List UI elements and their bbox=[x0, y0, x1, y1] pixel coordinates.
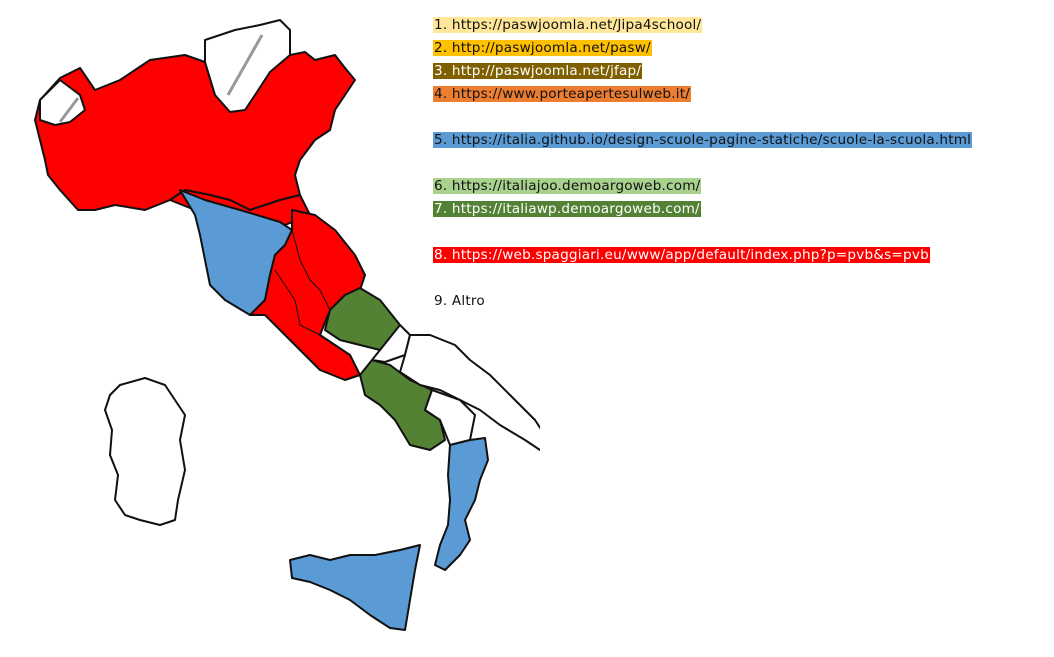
legend-link-2[interactable]: 2. http://paswjoomla.net/pasw/ bbox=[433, 40, 652, 56]
legend-link-4[interactable]: 4. https://www.porteapertesulweb.it/ bbox=[433, 86, 692, 102]
legend-item-6: 6. https://italiajoo.demoargoweb.com/ bbox=[433, 175, 972, 198]
region-campania bbox=[359, 359, 446, 451]
legend-item-3: 3. http://paswjoomla.net/jfap/ bbox=[433, 60, 972, 83]
region-center bbox=[249, 209, 366, 381]
legend-gap bbox=[433, 106, 972, 129]
region-north bbox=[34, 51, 356, 211]
legend-item-5: 5. https://italia.github.io/design-scuol… bbox=[433, 129, 973, 152]
legend-link-7[interactable]: 7. https://italiawp.demoargoweb.com/ bbox=[433, 201, 701, 217]
legend-item-4: 4. https://www.porteapertesulweb.it/ bbox=[433, 83, 972, 106]
legend-item-1: 1. https://paswjoomla.net/Jipa4school/ bbox=[433, 14, 972, 37]
legend-item-8: 8. https://web.spaggiari.eu/www/app/defa… bbox=[433, 244, 972, 267]
legend-gap bbox=[433, 152, 972, 175]
legend-link-6[interactable]: 6. https://italiajoo.demoargoweb.com/ bbox=[433, 178, 702, 194]
legend-link-1[interactable]: 1. https://paswjoomla.net/Jipa4school/ bbox=[433, 17, 703, 33]
region-sicilia bbox=[289, 544, 421, 631]
legend-text-9: 9. Altro bbox=[434, 293, 485, 309]
region-sardegna bbox=[104, 377, 186, 526]
legend-link-5[interactable]: 5. https://italia.github.io/design-scuol… bbox=[433, 132, 973, 148]
italy-regions-map bbox=[34, 19, 540, 631]
region-puglia bbox=[399, 334, 540, 451]
region-calabria bbox=[434, 437, 489, 571]
legend: 1. https://paswjoomla.net/Jipa4school/ 2… bbox=[433, 14, 973, 313]
legend-link-3[interactable]: 3. http://paswjoomla.net/jfap/ bbox=[433, 63, 643, 79]
legend-item-2: 2. http://paswjoomla.net/pasw/ bbox=[433, 37, 972, 60]
legend-link-8[interactable]: 8. https://web.spaggiari.eu/www/app/defa… bbox=[433, 247, 930, 263]
legend-item-9: 9. Altro bbox=[433, 290, 972, 313]
region-trentino bbox=[204, 19, 291, 113]
legend-item-7: 7. https://italiawp.demoargoweb.com/ bbox=[433, 198, 972, 221]
legend-gap bbox=[433, 267, 972, 290]
legend-gap bbox=[433, 221, 972, 244]
region-aosta bbox=[39, 79, 86, 126]
